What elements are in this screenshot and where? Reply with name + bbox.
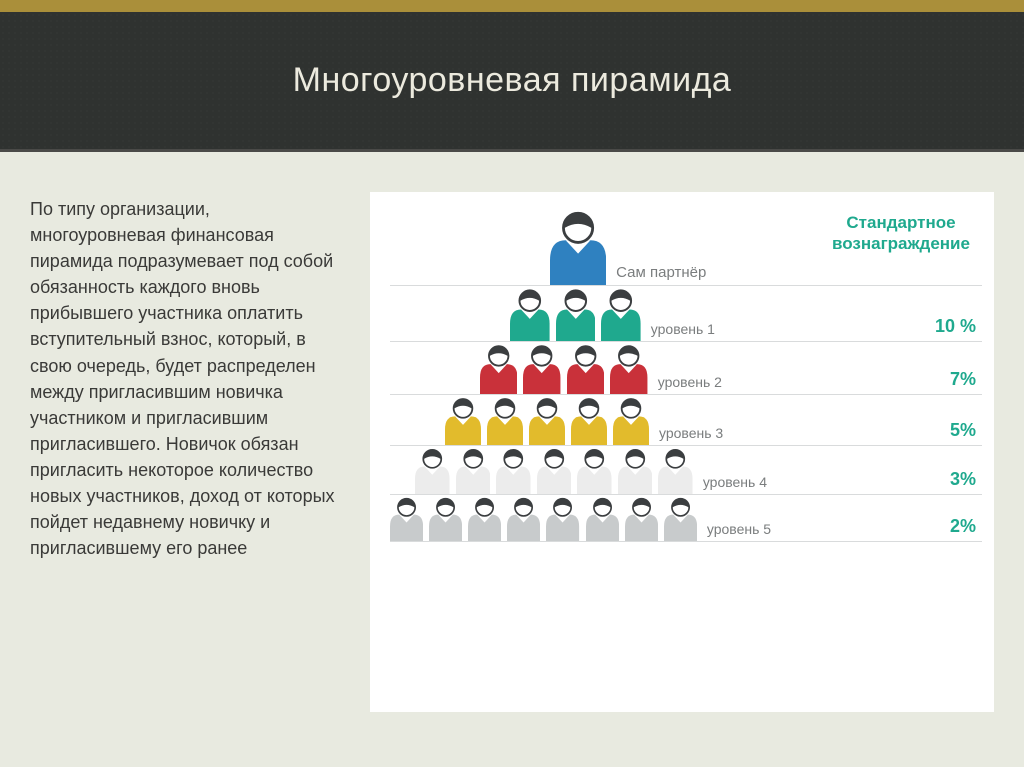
people-group <box>480 342 648 394</box>
person-icon <box>429 495 462 541</box>
pyramid-level-row: Сам партнёр <box>390 207 982 286</box>
person-icon <box>468 495 501 541</box>
person-icon <box>487 395 523 445</box>
level-percent: 3% <box>922 469 982 494</box>
person-icon <box>658 446 693 494</box>
pyramid-level-row: уровень 5 2% <box>390 495 982 542</box>
person-icon <box>456 446 491 494</box>
person-icon <box>601 286 641 341</box>
person-icon <box>529 395 565 445</box>
people-group <box>445 395 649 445</box>
pyramid-rows: Сам партнёр уровень 1 10 % уровень 2 7% <box>390 207 982 542</box>
person-icon <box>664 495 697 541</box>
level-label: уровень 5 <box>707 521 771 541</box>
person-icon <box>610 342 647 394</box>
person-icon <box>480 342 517 394</box>
content-area: По типу организации, многоуровневая фина… <box>0 152 1024 767</box>
slide-title: Многоуровневая пирамида <box>293 61 732 100</box>
level-percent: 7% <box>922 369 982 394</box>
pyramid-diagram: Стандартное вознаграждение Сам партнёр у… <box>370 192 994 712</box>
level-label: уровень 1 <box>651 321 715 341</box>
level-label: Сам партнёр <box>616 264 706 285</box>
person-icon <box>537 446 572 494</box>
person-icon <box>567 342 604 394</box>
person-icon <box>550 207 606 285</box>
description-text: По типу организации, многоуровневая фина… <box>30 192 350 747</box>
level-percent: 5% <box>922 420 982 445</box>
person-icon <box>613 395 649 445</box>
person-icon <box>546 495 579 541</box>
person-icon <box>445 395 481 445</box>
person-icon <box>571 395 607 445</box>
pyramid-level-row: уровень 1 10 % <box>390 286 982 342</box>
person-icon <box>390 495 423 541</box>
pyramid-level-row: уровень 2 7% <box>390 342 982 395</box>
level-label: уровень 3 <box>659 425 723 445</box>
accent-top-bar <box>0 0 1024 12</box>
level-percent: 10 % <box>922 316 982 341</box>
people-group <box>415 446 693 494</box>
pyramid-level-row: уровень 4 3% <box>390 446 982 495</box>
people-group <box>390 495 697 541</box>
person-icon <box>415 446 450 494</box>
person-icon <box>496 446 531 494</box>
person-icon <box>510 286 550 341</box>
level-label: уровень 2 <box>658 374 722 394</box>
person-icon <box>523 342 560 394</box>
person-icon <box>556 286 596 341</box>
person-icon <box>586 495 619 541</box>
level-percent: 2% <box>922 516 982 541</box>
title-band: Многоуровневая пирамида <box>0 12 1024 152</box>
people-group <box>510 286 641 341</box>
person-icon <box>577 446 612 494</box>
person-icon <box>507 495 540 541</box>
person-icon <box>625 495 658 541</box>
level-label: уровень 4 <box>703 474 767 494</box>
people-group <box>550 207 606 285</box>
pyramid-level-row: уровень 3 5% <box>390 395 982 446</box>
person-icon <box>618 446 653 494</box>
